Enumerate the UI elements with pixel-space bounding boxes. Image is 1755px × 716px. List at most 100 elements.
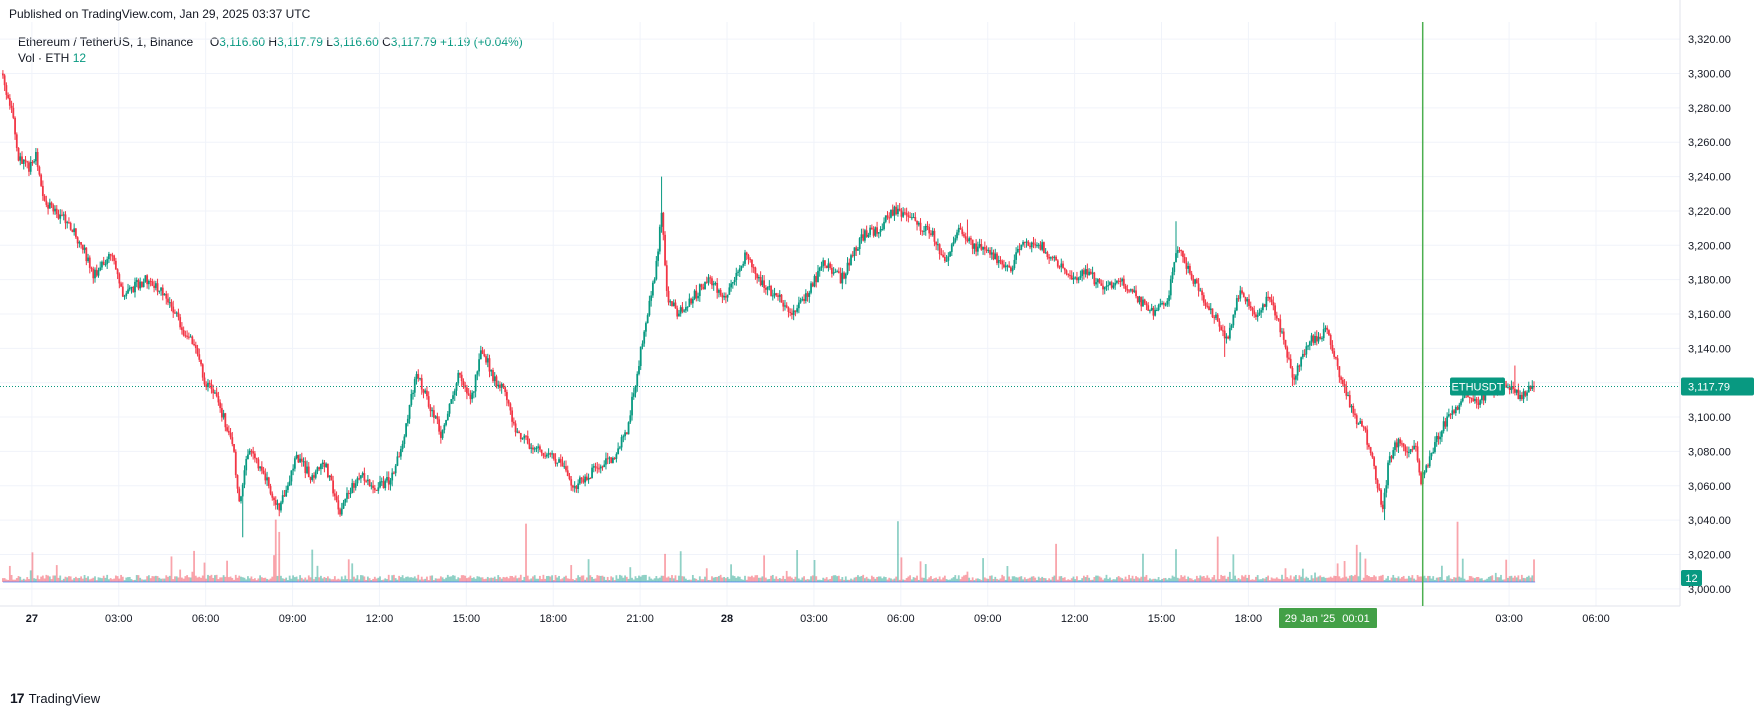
candle-body: [102, 261, 105, 265]
volume-bar: [895, 576, 898, 582]
volume-bar: [1503, 579, 1506, 582]
candle-body: [340, 508, 343, 515]
candle-body: [970, 238, 972, 240]
candle-body: [1474, 398, 1476, 401]
high-label: H: [268, 35, 278, 49]
candle-body: [481, 350, 484, 354]
candle-body: [839, 273, 842, 284]
candle-body: [1373, 457, 1376, 467]
candle-body: [1347, 395, 1349, 397]
volume-bar: [521, 580, 524, 582]
volume-bar: [763, 555, 766, 582]
volume-bar: [62, 578, 65, 582]
volume-bar: [393, 574, 395, 582]
volume-bar: [1069, 579, 1071, 582]
volume-bar: [1460, 577, 1462, 582]
candle-body: [605, 458, 607, 465]
candle-body: [1062, 263, 1064, 269]
candle-body: [419, 378, 421, 380]
volume-bar: [1494, 572, 1497, 582]
volume-bar: [1088, 577, 1091, 582]
volume-bar: [210, 574, 213, 582]
candle-body: [897, 208, 899, 214]
candle-body: [50, 202, 53, 206]
volume-bar: [1291, 579, 1294, 582]
x-tick-label: 03:00: [1495, 613, 1523, 625]
volume-bar: [702, 579, 705, 582]
volume-bar: [64, 576, 67, 582]
candle-body: [1395, 442, 1398, 448]
volume-bar: [738, 576, 741, 582]
volume-bar: [1263, 578, 1266, 582]
candle-body: [1441, 431, 1443, 437]
y-tick-label: 3,320.00: [1688, 34, 1731, 46]
candle-body: [601, 466, 604, 468]
candle-body: [535, 447, 538, 449]
volume-bar: [1006, 566, 1009, 582]
volume-label[interactable]: Vol · ETH: [18, 51, 70, 65]
candle-body: [1303, 353, 1306, 355]
volume-bar: [681, 576, 684, 582]
candle-body: [738, 268, 741, 272]
volume-bar: [130, 579, 133, 582]
tradingview-logo[interactable]: 17 TradingView: [10, 690, 100, 706]
candle-body: [118, 274, 121, 284]
volume-bar: [1048, 578, 1051, 582]
symbol-title[interactable]: Ethereum / TetherUS, 1, Binance: [18, 35, 194, 49]
volume-bar: [189, 577, 192, 582]
volume-bar: [1102, 579, 1104, 582]
candle-body: [653, 279, 656, 283]
volume-bar: [985, 578, 988, 582]
candle-body: [1190, 273, 1193, 279]
volume-bar: [898, 579, 901, 582]
volume-bar: [1284, 568, 1287, 582]
volume-bar: [1251, 579, 1254, 582]
volume-bar: [992, 579, 995, 582]
volume-bar: [1295, 574, 1297, 582]
volume-bar: [1487, 576, 1490, 582]
candle-body: [1288, 357, 1290, 359]
candle-body: [426, 390, 428, 397]
candle-body: [1194, 279, 1197, 284]
candle-body: [1082, 270, 1085, 275]
volume-bar: [125, 577, 128, 582]
candle-body: [459, 372, 461, 375]
volume-bar: [704, 576, 706, 582]
volume-bar: [243, 577, 246, 582]
candle-body: [1289, 358, 1292, 369]
volume-bar: [220, 577, 223, 582]
volume-bar: [570, 565, 573, 582]
candle-body: [872, 229, 875, 236]
volume-bar: [452, 575, 454, 582]
volume-bar: [1248, 574, 1250, 582]
candle-body: [1143, 299, 1146, 304]
volume-bar: [59, 575, 62, 582]
candle-body: [445, 420, 447, 425]
candle-body: [1149, 310, 1151, 312]
candle-body: [1376, 479, 1379, 489]
volume-bar: [1505, 559, 1508, 582]
volume-bar: [448, 576, 451, 582]
candle-body: [222, 413, 225, 418]
candle-body: [554, 458, 557, 464]
volume-bar: [624, 575, 626, 582]
x-tick-label: 12:00: [366, 613, 394, 625]
volume-bar: [1142, 553, 1144, 582]
candle-body: [1256, 314, 1259, 318]
candle-body: [271, 493, 274, 498]
volume-bar: [433, 580, 435, 582]
volume-bar: [752, 577, 755, 582]
volume-bar: [1446, 576, 1449, 582]
candle-body: [1117, 280, 1120, 282]
candle-body: [526, 436, 529, 444]
volume-bar: [443, 579, 446, 582]
candle-body: [147, 280, 150, 285]
volume-bar: [264, 577, 267, 582]
volume-bar: [829, 578, 832, 582]
volume-bar: [540, 579, 543, 582]
candle-body: [1519, 394, 1522, 400]
volume-bar: [883, 576, 885, 582]
candle-body: [1074, 277, 1077, 279]
volume-bar: [1350, 575, 1353, 582]
